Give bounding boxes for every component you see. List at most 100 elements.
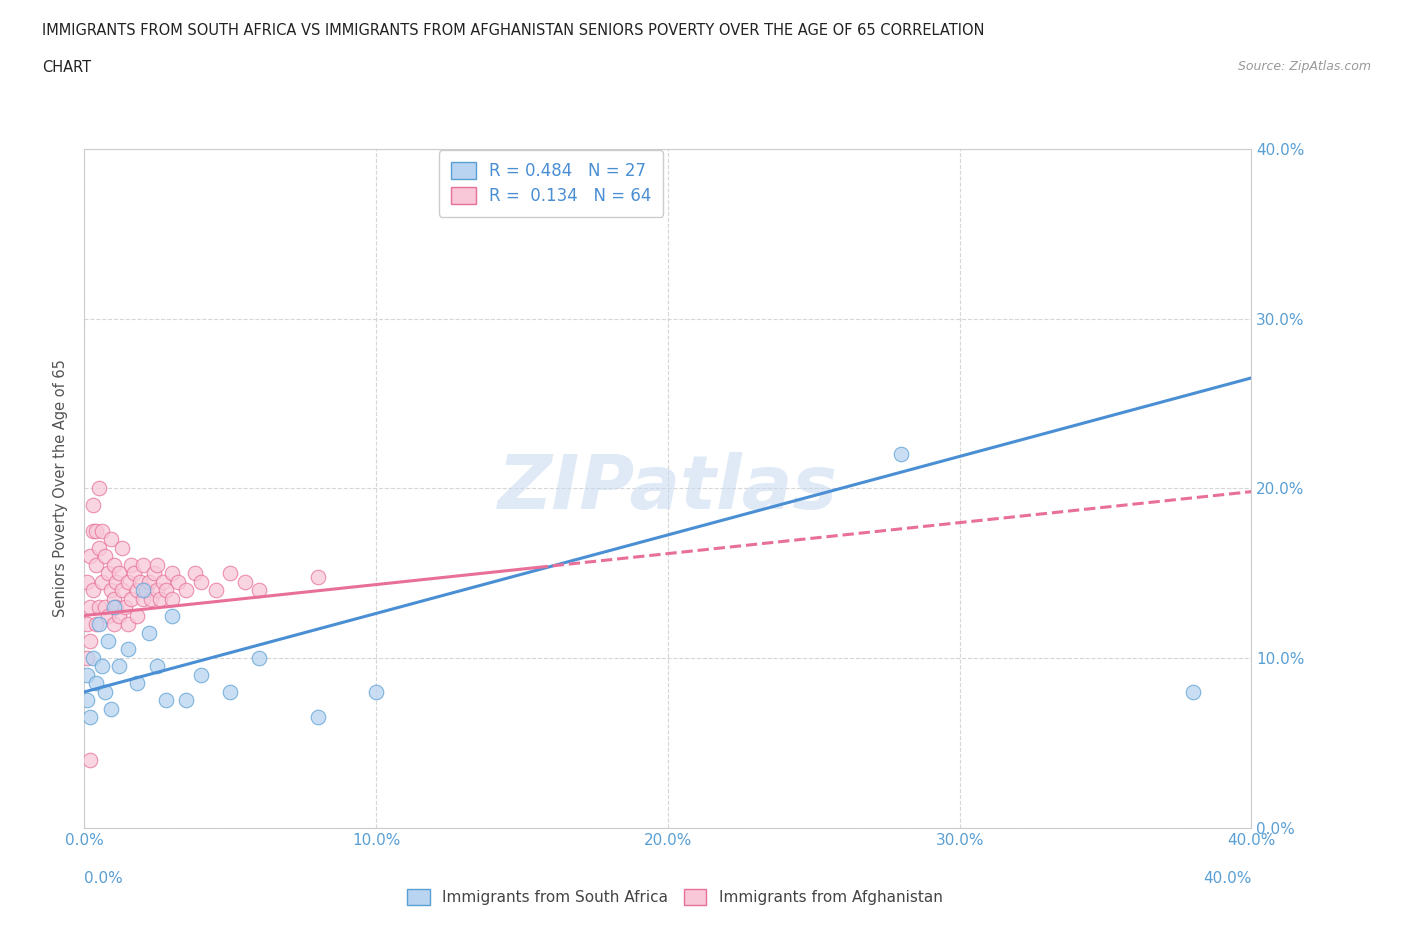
Point (155, 582, 177, 598)
Point (247, 582, 270, 598)
Point (87, 481, 110, 496)
Point (100, 701, 122, 716)
Point (184, 565, 207, 580)
Point (138, 625, 160, 640)
Point (84, 524, 107, 538)
Point (79, 549, 101, 564)
Point (87, 617, 110, 631)
Point (76, 693, 98, 708)
Point (90, 659, 112, 674)
Point (176, 693, 198, 708)
Point (105, 574, 128, 589)
Point (82, 498, 104, 512)
Point (97, 565, 120, 580)
Point (84, 617, 107, 631)
Point (160, 591, 183, 606)
Point (247, 651, 270, 666)
Point (219, 684, 242, 699)
Text: Source: ZipAtlas.com: Source: ZipAtlas.com (1237, 60, 1371, 73)
Point (152, 574, 174, 589)
Point (143, 565, 166, 580)
Point (149, 591, 172, 606)
Point (132, 591, 155, 606)
Point (117, 642, 139, 657)
Point (76, 574, 98, 589)
Point (233, 574, 256, 589)
Point (84, 676, 107, 691)
Point (82, 582, 104, 598)
Point (125, 676, 148, 691)
Point (76, 651, 98, 666)
Point (103, 600, 125, 615)
Text: 0.0%: 0.0% (84, 871, 124, 886)
Point (135, 582, 157, 598)
Point (90, 574, 112, 589)
Point (97, 633, 120, 648)
Point (84, 557, 107, 572)
Point (79, 633, 101, 648)
Point (94, 600, 117, 615)
Point (122, 565, 145, 580)
Y-axis label: Seniors Poverty Over the Age of 65: Seniors Poverty Over the Age of 65 (53, 359, 69, 618)
Point (117, 617, 139, 631)
Point (204, 582, 226, 598)
Legend: Immigrants from South Africa, Immigrants from Afghanistan: Immigrants from South Africa, Immigrants… (399, 882, 950, 913)
Point (190, 668, 212, 683)
Point (100, 582, 122, 598)
Point (111, 540, 134, 555)
Point (97, 608, 120, 623)
Point (76, 617, 98, 631)
Point (94, 549, 117, 564)
Point (160, 565, 183, 580)
Point (160, 608, 183, 623)
Point (190, 574, 212, 589)
Point (132, 557, 155, 572)
Point (103, 557, 125, 572)
Point (87, 540, 110, 555)
Point (100, 532, 122, 547)
Point (108, 659, 131, 674)
Point (87, 600, 110, 615)
Point (307, 710, 329, 724)
Point (176, 582, 198, 598)
Point (117, 574, 139, 589)
Point (114, 600, 136, 615)
Point (108, 608, 131, 623)
Point (125, 582, 148, 598)
Point (82, 524, 104, 538)
Legend: R = 0.484   N = 27, R =  0.134   N = 64: R = 0.484 N = 27, R = 0.134 N = 64 (439, 151, 664, 217)
Point (890, 447, 912, 462)
Point (79, 600, 101, 615)
Point (146, 659, 169, 674)
Point (103, 591, 125, 606)
Point (120, 591, 142, 606)
Point (90, 524, 112, 538)
Point (166, 574, 188, 589)
Point (155, 693, 177, 708)
Point (132, 582, 155, 598)
Point (146, 557, 169, 572)
Point (94, 684, 117, 699)
Point (219, 565, 242, 580)
Point (141, 591, 163, 606)
Point (79, 710, 101, 724)
Point (103, 617, 125, 631)
Point (128, 574, 150, 589)
Point (76, 668, 98, 683)
Point (108, 565, 131, 580)
Point (79, 752, 101, 767)
Point (307, 569, 329, 584)
Text: IMMIGRANTS FROM SOUTH AFRICA VS IMMIGRANTS FROM AFGHANISTAN SENIORS POVERTY OVER: IMMIGRANTS FROM SOUTH AFRICA VS IMMIGRAN… (42, 23, 984, 38)
Text: ZIPatlas: ZIPatlas (498, 452, 838, 525)
Point (138, 574, 160, 589)
Point (125, 608, 148, 623)
Text: CHART: CHART (42, 60, 91, 75)
Point (120, 557, 142, 572)
Point (82, 651, 104, 666)
Point (111, 582, 134, 598)
Text: 40.0%: 40.0% (1204, 871, 1251, 886)
Point (146, 582, 169, 598)
Point (1181, 684, 1204, 699)
Point (366, 684, 388, 699)
Point (105, 600, 128, 615)
